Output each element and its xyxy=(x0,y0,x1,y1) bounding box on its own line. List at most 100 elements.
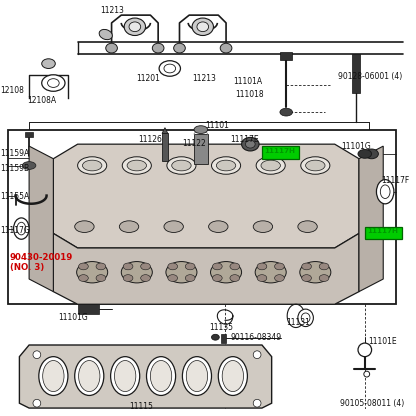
Ellipse shape xyxy=(159,61,181,76)
Ellipse shape xyxy=(319,263,329,270)
Ellipse shape xyxy=(185,263,195,270)
Text: 11101E: 11101E xyxy=(369,337,397,346)
Text: 11117E: 11117E xyxy=(230,135,259,144)
Ellipse shape xyxy=(172,160,191,171)
Ellipse shape xyxy=(79,263,88,270)
Bar xyxy=(78,304,99,314)
Ellipse shape xyxy=(123,275,133,282)
Text: 11131: 11131 xyxy=(286,318,310,327)
Ellipse shape xyxy=(168,275,178,282)
Ellipse shape xyxy=(96,263,106,270)
Text: 11159B: 11159B xyxy=(0,164,29,173)
Ellipse shape xyxy=(167,157,196,174)
Ellipse shape xyxy=(77,262,108,283)
Ellipse shape xyxy=(194,126,208,134)
Text: 11101G: 11101G xyxy=(342,141,371,151)
Bar xyxy=(25,131,33,137)
Ellipse shape xyxy=(111,357,140,396)
Polygon shape xyxy=(162,128,168,134)
Bar xyxy=(221,334,226,343)
Ellipse shape xyxy=(75,221,94,233)
Ellipse shape xyxy=(99,30,112,40)
Ellipse shape xyxy=(185,275,195,282)
Text: 11126: 11126 xyxy=(138,135,162,144)
Ellipse shape xyxy=(211,334,219,340)
Text: 11117G: 11117G xyxy=(0,226,30,235)
Polygon shape xyxy=(53,144,359,248)
Ellipse shape xyxy=(141,275,150,282)
Ellipse shape xyxy=(253,221,272,233)
Ellipse shape xyxy=(17,222,26,235)
Text: 90128-06001 (4): 90128-06001 (4) xyxy=(338,72,402,81)
Ellipse shape xyxy=(216,160,236,171)
Bar xyxy=(194,134,208,163)
Ellipse shape xyxy=(257,275,267,282)
Ellipse shape xyxy=(192,18,213,35)
Ellipse shape xyxy=(146,357,176,396)
Bar xyxy=(352,54,360,93)
Ellipse shape xyxy=(39,357,68,396)
Ellipse shape xyxy=(123,263,133,270)
Ellipse shape xyxy=(182,357,211,396)
Ellipse shape xyxy=(96,275,106,282)
Ellipse shape xyxy=(75,357,104,396)
Text: 11201: 11201 xyxy=(136,74,160,83)
Text: 11117H: 11117H xyxy=(367,228,398,235)
Ellipse shape xyxy=(213,275,222,282)
Ellipse shape xyxy=(197,22,208,32)
Ellipse shape xyxy=(213,263,222,270)
Ellipse shape xyxy=(257,263,267,270)
Text: 11101: 11101 xyxy=(206,121,229,130)
Ellipse shape xyxy=(211,157,240,174)
Ellipse shape xyxy=(78,157,107,174)
Ellipse shape xyxy=(365,149,379,159)
Ellipse shape xyxy=(306,160,325,171)
Ellipse shape xyxy=(358,343,371,357)
Ellipse shape xyxy=(364,371,370,377)
Ellipse shape xyxy=(33,351,41,359)
Ellipse shape xyxy=(47,79,59,87)
Ellipse shape xyxy=(300,262,331,283)
Ellipse shape xyxy=(129,22,141,32)
Ellipse shape xyxy=(230,275,240,282)
Ellipse shape xyxy=(168,263,178,270)
Text: 12108: 12108 xyxy=(0,86,24,95)
Ellipse shape xyxy=(164,64,176,73)
Ellipse shape xyxy=(358,149,371,158)
Ellipse shape xyxy=(79,275,88,282)
Polygon shape xyxy=(20,345,272,408)
Text: 11155A: 11155A xyxy=(0,192,29,201)
Text: 12108A: 12108A xyxy=(27,96,56,105)
Ellipse shape xyxy=(319,275,329,282)
Ellipse shape xyxy=(42,59,55,69)
Ellipse shape xyxy=(376,180,394,204)
Text: 11101A: 11101A xyxy=(233,77,262,86)
Ellipse shape xyxy=(121,262,152,283)
Text: 11117F: 11117F xyxy=(381,176,409,185)
Ellipse shape xyxy=(222,361,243,391)
Ellipse shape xyxy=(275,263,284,270)
Ellipse shape xyxy=(119,221,139,233)
Ellipse shape xyxy=(127,160,146,171)
Ellipse shape xyxy=(33,399,41,407)
Ellipse shape xyxy=(150,361,172,391)
Ellipse shape xyxy=(380,185,390,198)
Ellipse shape xyxy=(220,43,232,53)
Ellipse shape xyxy=(230,263,240,270)
Text: 11135: 11135 xyxy=(210,323,233,332)
Text: 11101G: 11101G xyxy=(58,313,88,322)
Ellipse shape xyxy=(298,221,317,233)
Ellipse shape xyxy=(152,43,164,53)
Bar xyxy=(262,146,299,159)
Ellipse shape xyxy=(106,43,117,53)
Ellipse shape xyxy=(261,160,280,171)
Ellipse shape xyxy=(42,75,65,91)
Text: 90116-08349: 90116-08349 xyxy=(231,333,282,342)
Ellipse shape xyxy=(22,162,36,169)
Ellipse shape xyxy=(301,313,310,323)
Ellipse shape xyxy=(14,218,29,239)
Ellipse shape xyxy=(124,18,146,35)
Text: 11213: 11213 xyxy=(100,6,124,15)
Text: 90105-08011 (4): 90105-08011 (4) xyxy=(339,399,404,408)
Polygon shape xyxy=(53,233,359,304)
